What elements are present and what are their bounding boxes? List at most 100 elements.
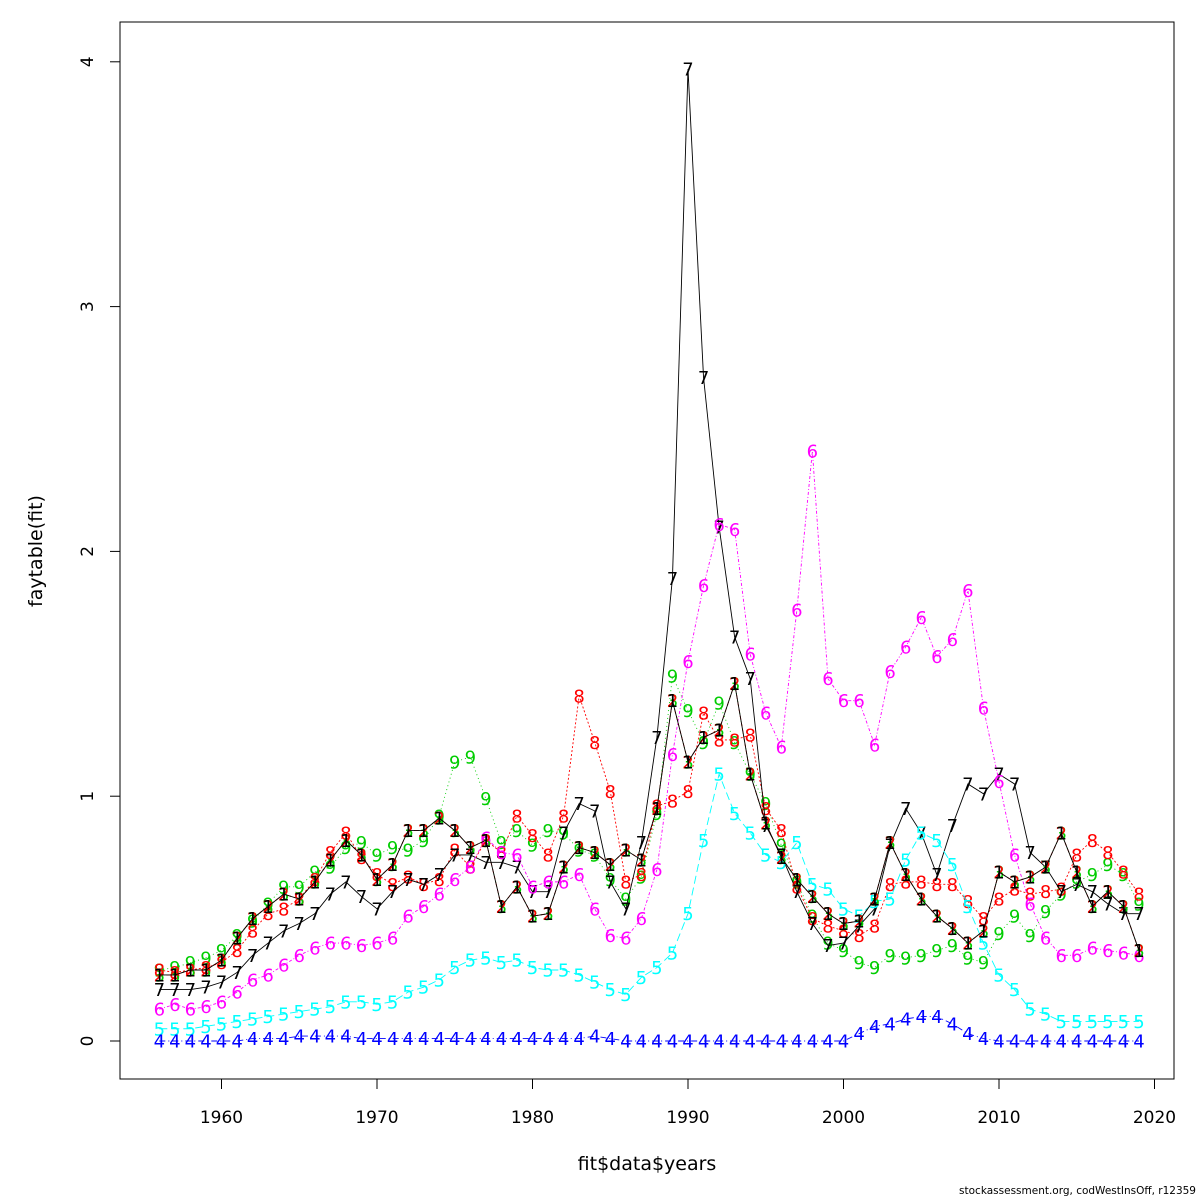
x-tick-label: 2010 bbox=[977, 1108, 1020, 1128]
series-3-point: 3 bbox=[636, 850, 647, 871]
series-8-point: 8 bbox=[294, 890, 305, 911]
series-3-point: 3 bbox=[1102, 882, 1113, 903]
series-8-point: 8 bbox=[884, 875, 895, 896]
series-1-point: 1 bbox=[667, 691, 678, 712]
series-5-point: 5 bbox=[449, 958, 460, 979]
series-8-point: 8 bbox=[154, 961, 165, 982]
series-3-point: 3 bbox=[620, 841, 631, 862]
series-5-point: 5 bbox=[387, 992, 398, 1013]
series-5-point: 5 bbox=[573, 965, 584, 986]
series-6-point: 6 bbox=[558, 872, 569, 893]
series-4-point: 4 bbox=[1071, 1032, 1082, 1053]
series-8-point: 8 bbox=[698, 703, 709, 724]
series-6-point: 6 bbox=[947, 630, 958, 651]
series-5-point: 5 bbox=[776, 853, 787, 874]
series-9-point: 9 bbox=[325, 858, 336, 879]
series-9-point: 9 bbox=[154, 961, 165, 982]
series-8-point: 8 bbox=[682, 782, 693, 803]
series-7-point: 7 bbox=[698, 368, 709, 389]
series-9-point: 9 bbox=[480, 789, 491, 810]
series-5-point: 5 bbox=[262, 1007, 273, 1028]
series-6-point: 6 bbox=[776, 738, 787, 759]
series-2-point: 2 bbox=[573, 838, 584, 859]
series-4-point: 4 bbox=[916, 1007, 927, 1028]
series-4-point: 4 bbox=[682, 1032, 693, 1053]
series-1-point: 1 bbox=[1133, 941, 1144, 962]
series-1-point: 1 bbox=[465, 838, 476, 859]
series-5-point: 5 bbox=[480, 948, 491, 969]
series-1-point: 1 bbox=[1118, 897, 1129, 918]
series-7-point: 7 bbox=[309, 904, 320, 925]
series-7-point: 7 bbox=[807, 914, 818, 935]
series-1-point: 1 bbox=[978, 921, 989, 942]
series-2-line bbox=[159, 683, 1140, 976]
series-8-point: 8 bbox=[760, 799, 771, 820]
series-3-point: 3 bbox=[278, 885, 289, 906]
series-6-point: 6 bbox=[340, 934, 351, 955]
series-6-point: 6 bbox=[853, 691, 864, 712]
series-1-point: 1 bbox=[185, 961, 196, 982]
series-4-point: 4 bbox=[760, 1032, 771, 1053]
series-5-point: 5 bbox=[558, 961, 569, 982]
series-8-point: 8 bbox=[542, 845, 553, 866]
x-tick-label: 1960 bbox=[200, 1108, 243, 1128]
series-2-point: 2 bbox=[1102, 882, 1113, 903]
series-2-point: 2 bbox=[1009, 872, 1020, 893]
series-8-point: 8 bbox=[371, 865, 382, 886]
series-1-point: 1 bbox=[916, 890, 927, 911]
series-6-point: 6 bbox=[1071, 946, 1082, 967]
series-2-point: 2 bbox=[947, 919, 958, 940]
series-6-point: 6 bbox=[418, 897, 429, 918]
series-7-point: 7 bbox=[371, 899, 382, 920]
series-6-point: 6 bbox=[1024, 894, 1035, 915]
series-9-point: 9 bbox=[1024, 926, 1035, 947]
series-5-point: 5 bbox=[418, 978, 429, 999]
series-3-line bbox=[159, 683, 1140, 976]
series-3-point: 3 bbox=[962, 934, 973, 955]
series-6-point: 6 bbox=[884, 662, 895, 683]
series-1-point: 1 bbox=[356, 845, 367, 866]
series-4-point: 4 bbox=[527, 1029, 538, 1050]
x-axis-title: fit$data$years bbox=[578, 1153, 717, 1175]
series-1-point: 1 bbox=[682, 752, 693, 773]
series-5-point: 5 bbox=[838, 899, 849, 920]
series-6-point: 6 bbox=[496, 843, 507, 864]
series-4-point: 4 bbox=[636, 1032, 647, 1053]
series-1-point: 1 bbox=[573, 838, 584, 859]
series-8-point: 8 bbox=[620, 872, 631, 893]
x-tick-label: 1970 bbox=[355, 1108, 398, 1128]
series-7-point: 7 bbox=[433, 865, 444, 886]
series-8-point: 8 bbox=[527, 826, 538, 847]
series-8-point: 8 bbox=[309, 870, 320, 891]
series-9-point: 9 bbox=[729, 733, 740, 754]
series-9-point: 9 bbox=[262, 894, 273, 915]
series-9-point: 9 bbox=[371, 845, 382, 866]
series-1-point: 1 bbox=[496, 897, 507, 918]
series-9-point: 9 bbox=[527, 836, 538, 857]
series-1-point: 1 bbox=[713, 721, 724, 742]
y-tick-label: 2 bbox=[78, 546, 98, 557]
series-6-point: 6 bbox=[433, 885, 444, 906]
series-7-point: 7 bbox=[900, 799, 911, 820]
series-9-point: 9 bbox=[278, 877, 289, 898]
series-1-point: 1 bbox=[620, 841, 631, 862]
series-8-point: 8 bbox=[931, 875, 942, 896]
series-2-point: 2 bbox=[262, 897, 273, 918]
series-3-point: 3 bbox=[1087, 897, 1098, 918]
series-4-point: 4 bbox=[776, 1032, 787, 1053]
series-4-point: 4 bbox=[729, 1032, 740, 1053]
series-8-point: 8 bbox=[325, 843, 336, 864]
series-1-point: 1 bbox=[838, 914, 849, 935]
series-1-point: 1 bbox=[744, 765, 755, 786]
series-9-point: 9 bbox=[1087, 865, 1098, 886]
series-1-point: 1 bbox=[776, 848, 787, 869]
series-9-point: 9 bbox=[449, 752, 460, 773]
series-7-point: 7 bbox=[325, 885, 336, 906]
series-7-point: 7 bbox=[667, 569, 678, 590]
y-tick-label: 3 bbox=[78, 301, 98, 312]
series-6-point: 6 bbox=[636, 909, 647, 930]
series-1-point: 1 bbox=[340, 831, 351, 852]
series-5-point: 5 bbox=[278, 1005, 289, 1026]
series-4-point: 4 bbox=[169, 1032, 180, 1053]
series-8-point: 8 bbox=[1133, 885, 1144, 906]
